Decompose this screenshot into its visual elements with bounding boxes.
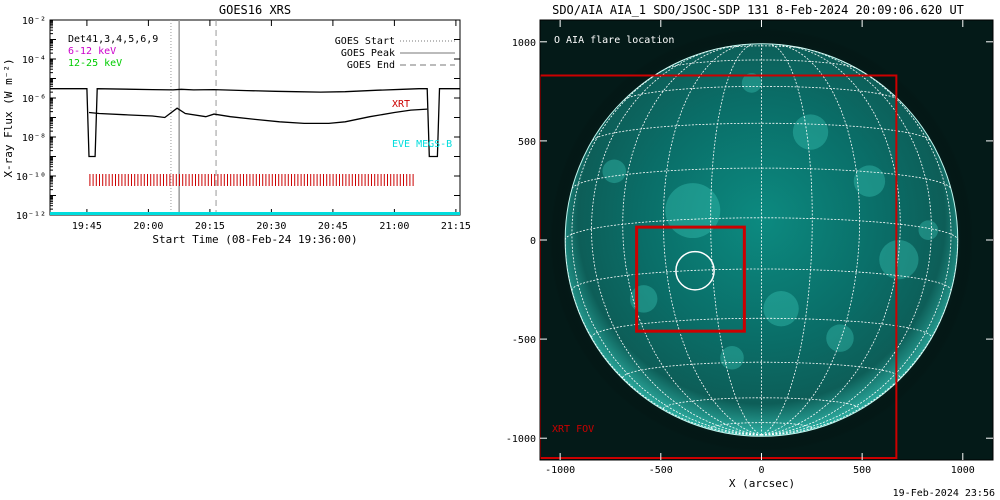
grid-longitude-line bbox=[591, 48, 762, 436]
grid-longitude-line bbox=[662, 44, 762, 436]
goes-y-tick-label: 10⁻¹⁰ bbox=[16, 172, 46, 183]
active-region-glow bbox=[853, 165, 886, 197]
goes-x-tick-label: 20:30 bbox=[256, 221, 286, 232]
solar-disk bbox=[564, 43, 959, 437]
aia-y-tick-label: 0 bbox=[530, 236, 536, 247]
aia-y-tick-label: -500 bbox=[512, 335, 536, 346]
goes-series bbox=[50, 88, 460, 215]
aia-x-axis: -1000 -500 0 500 1000 bbox=[545, 20, 975, 476]
active-region-glow bbox=[665, 183, 721, 239]
heliographic-grid bbox=[565, 43, 958, 436]
aia-x-tick-label: 500 bbox=[853, 465, 871, 476]
grid-latitude-line bbox=[622, 361, 901, 378]
goes-y-tick-label: 10⁻⁴ bbox=[22, 55, 46, 66]
aia-x-tick-label: -1000 bbox=[545, 465, 575, 476]
det-annotation: Det41,3,4,5,6,9 bbox=[68, 34, 158, 45]
aia-y-tick-label: 1000 bbox=[512, 38, 536, 49]
goes-x-tick-label: 20:00 bbox=[133, 221, 163, 232]
active-region-glow bbox=[629, 285, 658, 313]
active-region-glow bbox=[792, 114, 829, 150]
grid-longitude-line bbox=[571, 59, 762, 436]
goes-x-tick-label: 21:00 bbox=[379, 221, 409, 232]
aia-x-tick-label: 0 bbox=[758, 465, 764, 476]
active-region-glow bbox=[918, 220, 939, 240]
active-region-glow bbox=[741, 73, 762, 93]
goes-y-tick-label: 10⁻⁶ bbox=[22, 94, 46, 105]
grid-longitude-line bbox=[761, 44, 860, 436]
aia-panel: SDO/AIA AIA_1 SDO/JSOC-SDP 131 8-Feb-202… bbox=[506, 3, 994, 490]
goes-left-annotations: Det41,3,4,5,6,9 6-12 keV 12-25 keV bbox=[68, 34, 158, 69]
active-region-glow bbox=[826, 324, 854, 352]
goes-x-tick-label: 19:45 bbox=[72, 221, 102, 232]
xrt-coverage-ticks bbox=[89, 174, 414, 186]
xrt-fov-label: XRT FOV bbox=[552, 424, 594, 435]
low-energy-annotation: 6-12 keV bbox=[68, 46, 116, 57]
high-energy-annotation: 12-25 keV bbox=[68, 58, 122, 69]
grid-longitude-line bbox=[622, 45, 762, 436]
grid-latitude-line bbox=[624, 86, 899, 100]
footer-timestamp: 19-Feb-2024 23:56 bbox=[893, 488, 995, 499]
active-region-glow bbox=[720, 346, 744, 370]
aia-y-tick-label: 500 bbox=[518, 137, 536, 148]
grid-latitude-line bbox=[710, 422, 813, 429]
goes-legend: GOES Start GOES Peak GOES End bbox=[335, 36, 455, 71]
goes-long-series bbox=[50, 88, 460, 158]
goes-y-tick-label: 10⁻² bbox=[22, 16, 46, 27]
grid-longitude-line bbox=[761, 45, 901, 436]
aia-x-tick-label: -500 bbox=[649, 465, 673, 476]
xrt-annotation: XRT bbox=[392, 99, 410, 110]
aia-title: SDO/AIA AIA_1 SDO/JSOC-SDP 131 8-Feb-202… bbox=[552, 3, 964, 17]
active-region-glow bbox=[763, 291, 799, 327]
goes-panel: GOES16 XRS 10⁻¹² 10⁻¹⁰ 10⁻⁸ 10⁻⁶ 10⁻⁴ 10⁻² 19… bbox=[2, 3, 471, 246]
legend-start-label: GOES Start bbox=[335, 36, 395, 47]
goes-y-tick-label: 10⁻¹² bbox=[16, 211, 46, 222]
grid-longitude-line bbox=[761, 59, 952, 436]
active-region-glow bbox=[879, 240, 919, 280]
xrt-fov-box bbox=[540, 74, 898, 460]
eve-annotation: EVE MEGS-B bbox=[392, 139, 452, 150]
goes-x-tick-label: 21:15 bbox=[441, 221, 471, 232]
goes-y-label: X-ray Flux (W m⁻²) bbox=[2, 58, 15, 177]
goes-x-tick-label: 20:15 bbox=[195, 221, 225, 232]
goes-short-series bbox=[88, 107, 428, 125]
goes-x-label: Start Time (08-Feb-24 19:36:00) bbox=[152, 233, 357, 246]
goes-y-tick-label: 10⁻⁸ bbox=[22, 133, 46, 144]
legend-end-label: GOES End bbox=[347, 60, 395, 71]
grid-longitude-line bbox=[710, 43, 762, 436]
grid-latitude-line bbox=[592, 122, 931, 141]
grid-longitude-line bbox=[761, 239, 958, 436]
grid-latitude-line bbox=[665, 59, 858, 70]
aia-y-axis: 1000 500 0 -500 -1000 bbox=[506, 38, 993, 445]
aia-y-tick-label: -1000 bbox=[506, 434, 536, 445]
aia-legend-text: O AIA flare location bbox=[554, 35, 674, 46]
aia-x-tick-label: 1000 bbox=[951, 465, 975, 476]
zoom-region-box bbox=[635, 225, 746, 333]
flare-location-marker bbox=[675, 250, 715, 291]
goes-x-tick-label: 20:45 bbox=[318, 221, 348, 232]
active-regions bbox=[602, 73, 939, 370]
grid-longitude-line bbox=[761, 43, 813, 436]
active-region-glow bbox=[602, 159, 627, 184]
legend-peak-label: GOES Peak bbox=[341, 48, 395, 59]
goes-title: GOES16 XRS bbox=[219, 3, 291, 17]
grid-longitude-line bbox=[761, 48, 932, 436]
aia-x-label: X (arcsec) bbox=[729, 477, 795, 490]
grid-longitude-line bbox=[565, 239, 762, 436]
